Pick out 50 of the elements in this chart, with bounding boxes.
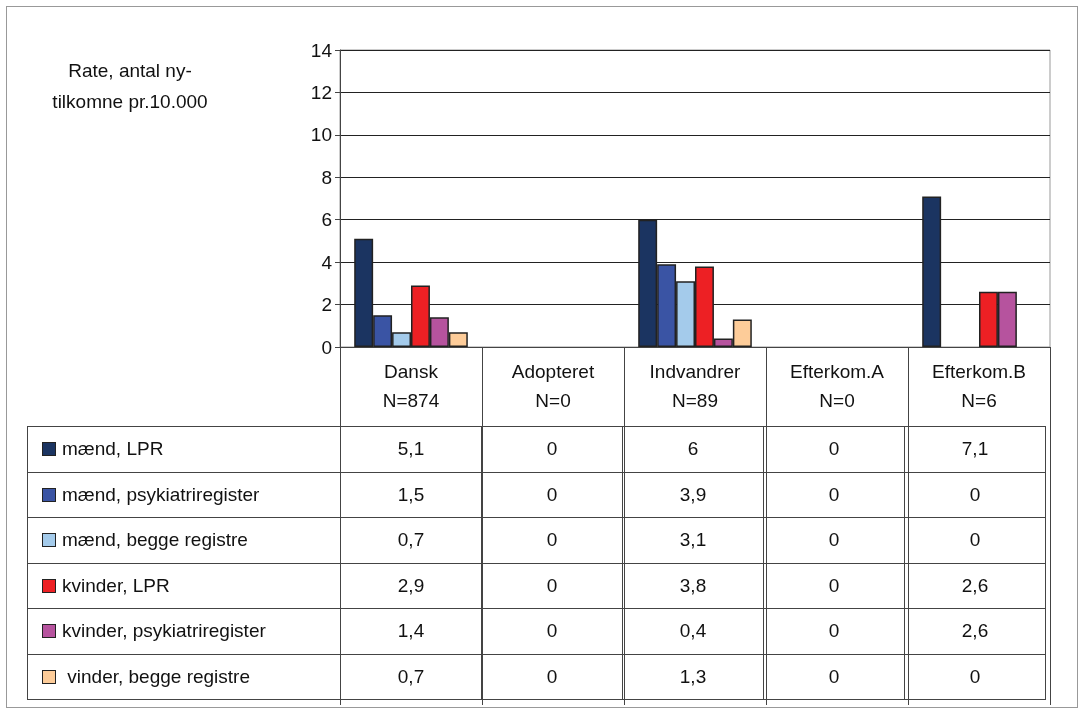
data-label: 0,4 (622, 608, 764, 654)
data-label: 0 (763, 517, 905, 563)
data-label: 0,7 (340, 654, 482, 700)
legend-label: mænd, begge registre (27, 517, 341, 563)
legend-label: kvinder, psykiatriregister (27, 608, 341, 654)
y-tick-label: 2 (321, 294, 332, 316)
y-tick-label: 12 (310, 81, 332, 103)
data-label: 3,9 (622, 472, 764, 518)
data-label: 1,5 (340, 472, 482, 518)
data-label: 2,9 (340, 563, 482, 609)
data-label: 0 (763, 608, 905, 654)
x-tick-label: Efterkom.A N=0 (790, 361, 885, 411)
data-label: 0 (481, 472, 623, 518)
data-label: 0 (481, 426, 623, 472)
data-label: 0 (763, 426, 905, 472)
x-tick-label: Efterkom.B N=6 (932, 361, 1026, 411)
data-label: 0 (763, 563, 905, 609)
y-tick-label: 8 (321, 166, 332, 188)
x-tick-label: Indvandrer N=89 (649, 361, 742, 411)
data-label: 7,1 (904, 426, 1046, 472)
data-label: 0 (481, 654, 623, 700)
data-label: 0 (904, 517, 1046, 563)
legend-label: vinder, begge registre (27, 654, 341, 700)
data-label: 0 (763, 654, 905, 700)
text: Rate, antal ny- tilkomne pr.10.000 (51, 59, 209, 114)
y-tick-label: 10 (310, 124, 332, 146)
data-label: 2,6 (904, 608, 1046, 654)
y-tick-label: 6 (321, 209, 332, 231)
legend-label: mænd, LPR (27, 426, 341, 472)
data-label: 0 (904, 472, 1046, 518)
data-label: 5,1 (340, 426, 482, 472)
legend-label: mænd, psykiatriregister (27, 472, 341, 518)
x-tick-label: Adopteret N=0 (511, 361, 595, 411)
data-label: 0,7 (340, 517, 482, 563)
data-label: 6 (622, 426, 764, 472)
data-label: 0 (481, 517, 623, 563)
data-label: 2,6 (904, 563, 1046, 609)
y-tick-label: 0 (321, 336, 332, 358)
data-label: 0 (481, 563, 623, 609)
legend-label: kvinder, LPR (27, 563, 341, 609)
data-label: 1,3 (622, 654, 764, 700)
data-label: 1,4 (340, 608, 482, 654)
data-label: 0 (481, 608, 623, 654)
data-label: 3,8 (622, 563, 764, 609)
y-tick-label: 4 (321, 251, 333, 273)
x-tick-label: Dansk N=874 (382, 361, 440, 411)
data-label: 3,1 (622, 517, 764, 563)
y-tick-label: 14 (310, 39, 333, 61)
data-label: 0 (904, 654, 1046, 700)
data-label: 0 (763, 472, 905, 518)
